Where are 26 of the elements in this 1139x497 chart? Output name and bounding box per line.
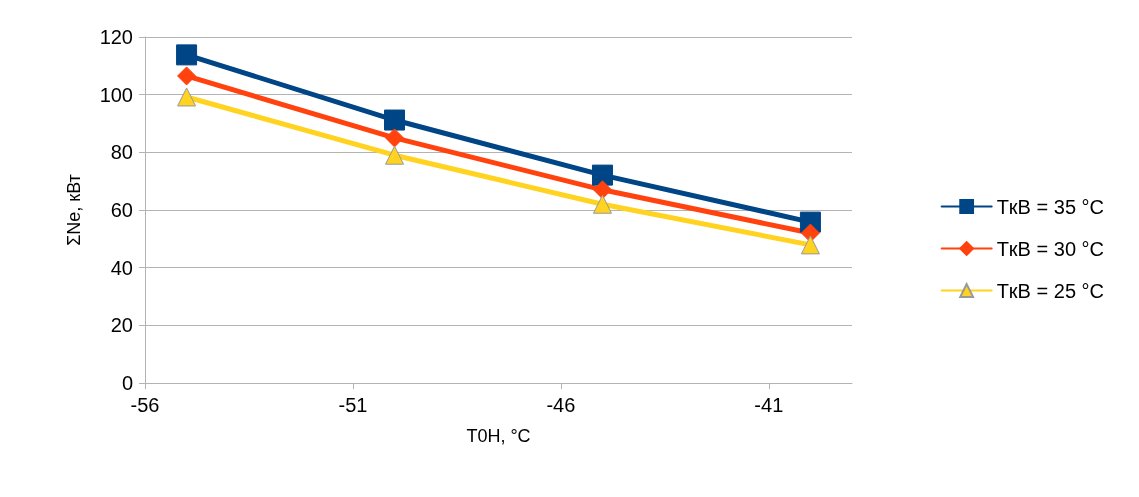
y-tick-label: 40 — [110, 256, 133, 279]
x-tick-label: -46 — [546, 394, 576, 416]
x-tick-label: -41 — [754, 394, 784, 416]
point — [177, 87, 197, 107]
point — [800, 235, 820, 255]
y-tick-label: 20 — [110, 314, 133, 337]
legend-label: TкВ = 25 °C — [996, 279, 1104, 302]
legend-label: TкВ = 35 °C — [996, 195, 1104, 218]
point — [591, 164, 613, 186]
y-tick-label: 0 — [121, 372, 133, 394]
y-axis-title: ΣNe, кВт — [64, 174, 84, 246]
point — [177, 66, 197, 86]
y-tick-label: 60 — [110, 199, 133, 221]
point — [385, 145, 405, 165]
y-tick-label: 80 — [110, 141, 133, 164]
point — [592, 194, 612, 214]
point — [385, 128, 405, 148]
y-tick-label: 100 — [99, 83, 133, 106]
legend-label: TкВ = 30 °C — [996, 237, 1104, 260]
x-tick-label: -51 — [338, 394, 368, 416]
point — [592, 180, 612, 200]
x-tick-label: -56 — [130, 394, 160, 416]
point — [176, 44, 198, 66]
y-tick-label: 120 — [99, 26, 133, 48]
point — [384, 109, 406, 131]
x-axis-title: T0H, °C — [466, 426, 531, 446]
